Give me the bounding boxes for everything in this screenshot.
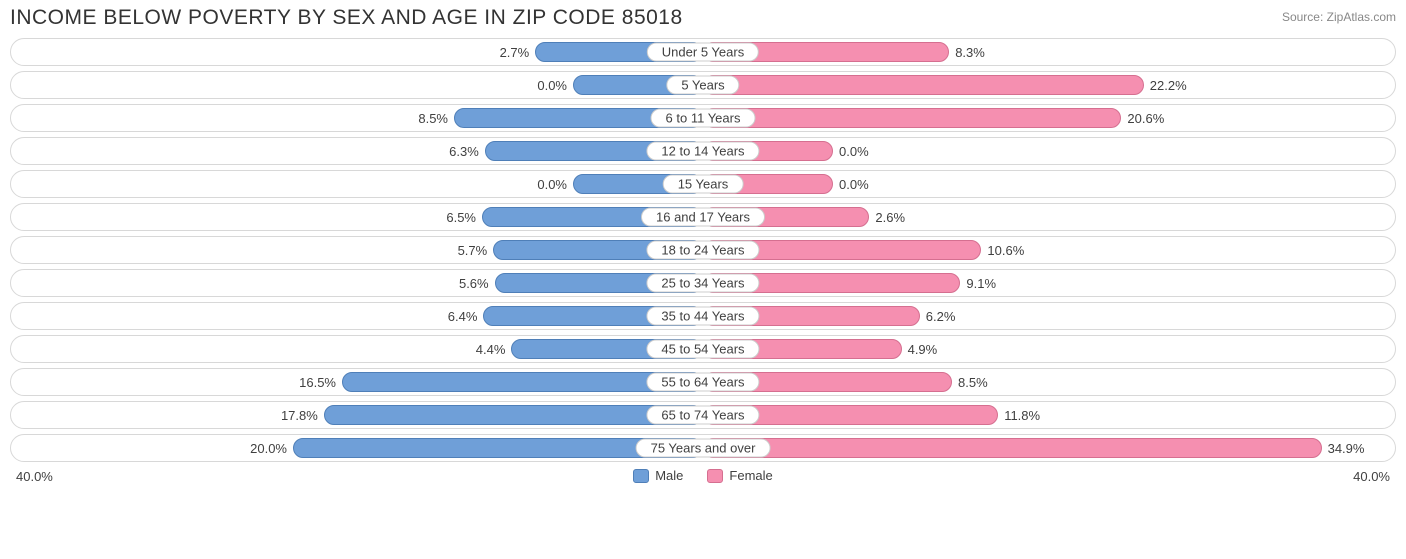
legend-female-label: Female	[729, 468, 772, 483]
female-bar	[703, 75, 1144, 95]
female-value: 22.2%	[1150, 78, 1187, 93]
female-swatch	[707, 469, 723, 483]
category-label: Under 5 Years	[647, 43, 759, 62]
female-value: 8.5%	[958, 375, 988, 390]
chart-row: 6.5% 2.6% 16 and 17 Years	[10, 203, 1396, 231]
male-value: 16.5%	[299, 375, 336, 390]
category-label: 35 to 44 Years	[646, 307, 759, 326]
female-value: 2.6%	[875, 210, 905, 225]
header: INCOME BELOW POVERTY BY SEX AND AGE IN Z…	[10, 6, 1396, 30]
female-value: 20.6%	[1127, 111, 1164, 126]
legend: Male Female	[10, 468, 1396, 483]
female-value: 34.9%	[1328, 441, 1365, 456]
female-bar	[703, 108, 1121, 128]
female-value: 10.6%	[987, 243, 1024, 258]
female-value: 11.8%	[1004, 408, 1040, 423]
male-value: 8.5%	[418, 111, 448, 126]
female-value: 0.0%	[839, 177, 869, 192]
chart-container: INCOME BELOW POVERTY BY SEX AND AGE IN Z…	[0, 0, 1406, 493]
axis-right-label: 40.0%	[1353, 469, 1390, 484]
chart-row: 16.5% 8.5% 55 to 64 Years	[10, 368, 1396, 396]
male-value: 5.7%	[458, 243, 488, 258]
male-value: 2.7%	[500, 45, 530, 60]
male-value: 0.0%	[537, 177, 567, 192]
chart-row: 17.8% 11.8% 65 to 74 Years	[10, 401, 1396, 429]
male-value: 6.4%	[448, 309, 478, 324]
chart-row: 5.7% 10.6% 18 to 24 Years	[10, 236, 1396, 264]
male-value: 5.6%	[459, 276, 489, 291]
male-value: 20.0%	[250, 441, 287, 456]
male-value: 4.4%	[476, 342, 506, 357]
category-label: 5 Years	[666, 76, 739, 95]
category-label: 75 Years and over	[636, 439, 771, 458]
chart-row: 20.0% 34.9% 75 Years and over	[10, 434, 1396, 462]
category-label: 16 and 17 Years	[641, 208, 765, 227]
chart-row: 0.0% 22.2% 5 Years	[10, 71, 1396, 99]
axis-left-label: 40.0%	[16, 469, 53, 484]
chart-row: 5.6% 9.1% 25 to 34 Years	[10, 269, 1396, 297]
female-value: 8.3%	[955, 45, 985, 60]
female-value: 6.2%	[926, 309, 956, 324]
chart-row: 2.7% 8.3% Under 5 Years	[10, 38, 1396, 66]
female-value: 9.1%	[966, 276, 996, 291]
category-label: 12 to 14 Years	[646, 142, 759, 161]
legend-male-label: Male	[655, 468, 683, 483]
male-value: 6.5%	[446, 210, 476, 225]
category-label: 15 Years	[663, 175, 744, 194]
male-value: 17.8%	[281, 408, 318, 423]
chart-title: INCOME BELOW POVERTY BY SEX AND AGE IN Z…	[10, 6, 683, 30]
male-value: 6.3%	[449, 144, 479, 159]
female-bar	[703, 438, 1322, 458]
chart-row: 4.4% 4.9% 45 to 54 Years	[10, 335, 1396, 363]
chart-row: 8.5% 20.6% 6 to 11 Years	[10, 104, 1396, 132]
male-value: 0.0%	[537, 78, 567, 93]
chart-row: 0.0% 0.0% 15 Years	[10, 170, 1396, 198]
female-value: 4.9%	[908, 342, 938, 357]
category-label: 25 to 34 Years	[646, 274, 759, 293]
category-label: 55 to 64 Years	[646, 373, 759, 392]
legend-female: Female	[707, 468, 772, 483]
chart-row: 6.4% 6.2% 35 to 44 Years	[10, 302, 1396, 330]
source-attribution: Source: ZipAtlas.com	[1282, 10, 1396, 24]
diverging-bar-chart: 2.7% 8.3% Under 5 Years 0.0% 22.2% 5 Years 8.5…	[10, 38, 1396, 462]
legend-male: Male	[633, 468, 683, 483]
category-label: 18 to 24 Years	[646, 241, 759, 260]
category-label: 45 to 54 Years	[646, 340, 759, 359]
chart-row: 6.3% 0.0% 12 to 14 Years	[10, 137, 1396, 165]
category-label: 6 to 11 Years	[651, 109, 756, 128]
female-value: 0.0%	[839, 144, 869, 159]
male-swatch	[633, 469, 649, 483]
category-label: 65 to 74 Years	[646, 406, 759, 425]
